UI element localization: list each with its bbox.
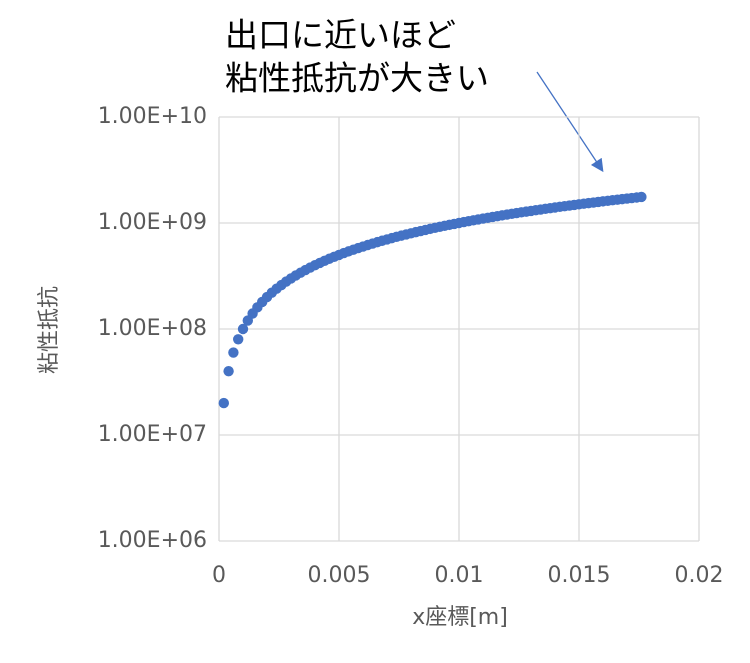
y-tick-label: 1.00E+07 bbox=[98, 422, 207, 447]
annotation: 出口に近いほど bbox=[225, 16, 456, 55]
point bbox=[237, 323, 249, 335]
x-tick-label: 0.02 bbox=[675, 563, 724, 588]
y-tick-label: 1.00E+10 bbox=[98, 104, 207, 129]
point bbox=[233, 334, 244, 345]
annotation: 粘性抵抗が大きい bbox=[225, 59, 489, 98]
x-tick-label: 0.015 bbox=[548, 563, 611, 588]
y-axis-label: 粘性抵抗 bbox=[37, 286, 62, 374]
y-tick-label: 1.00E+06 bbox=[98, 528, 207, 553]
point bbox=[223, 365, 234, 377]
x-tick-label: 0 bbox=[212, 563, 226, 588]
x-axis-label: x座標[m] bbox=[412, 605, 508, 630]
point bbox=[228, 347, 239, 358]
y-tick-label: 1.00E+08 bbox=[98, 316, 207, 341]
annotation-arrow bbox=[536, 71, 604, 173]
x-tick-label: 0.01 bbox=[435, 563, 484, 588]
x-tick-label: 0.005 bbox=[308, 563, 371, 588]
y-tick-label: 1.00E+09 bbox=[98, 210, 207, 235]
point bbox=[218, 397, 229, 409]
point bbox=[636, 191, 647, 203]
